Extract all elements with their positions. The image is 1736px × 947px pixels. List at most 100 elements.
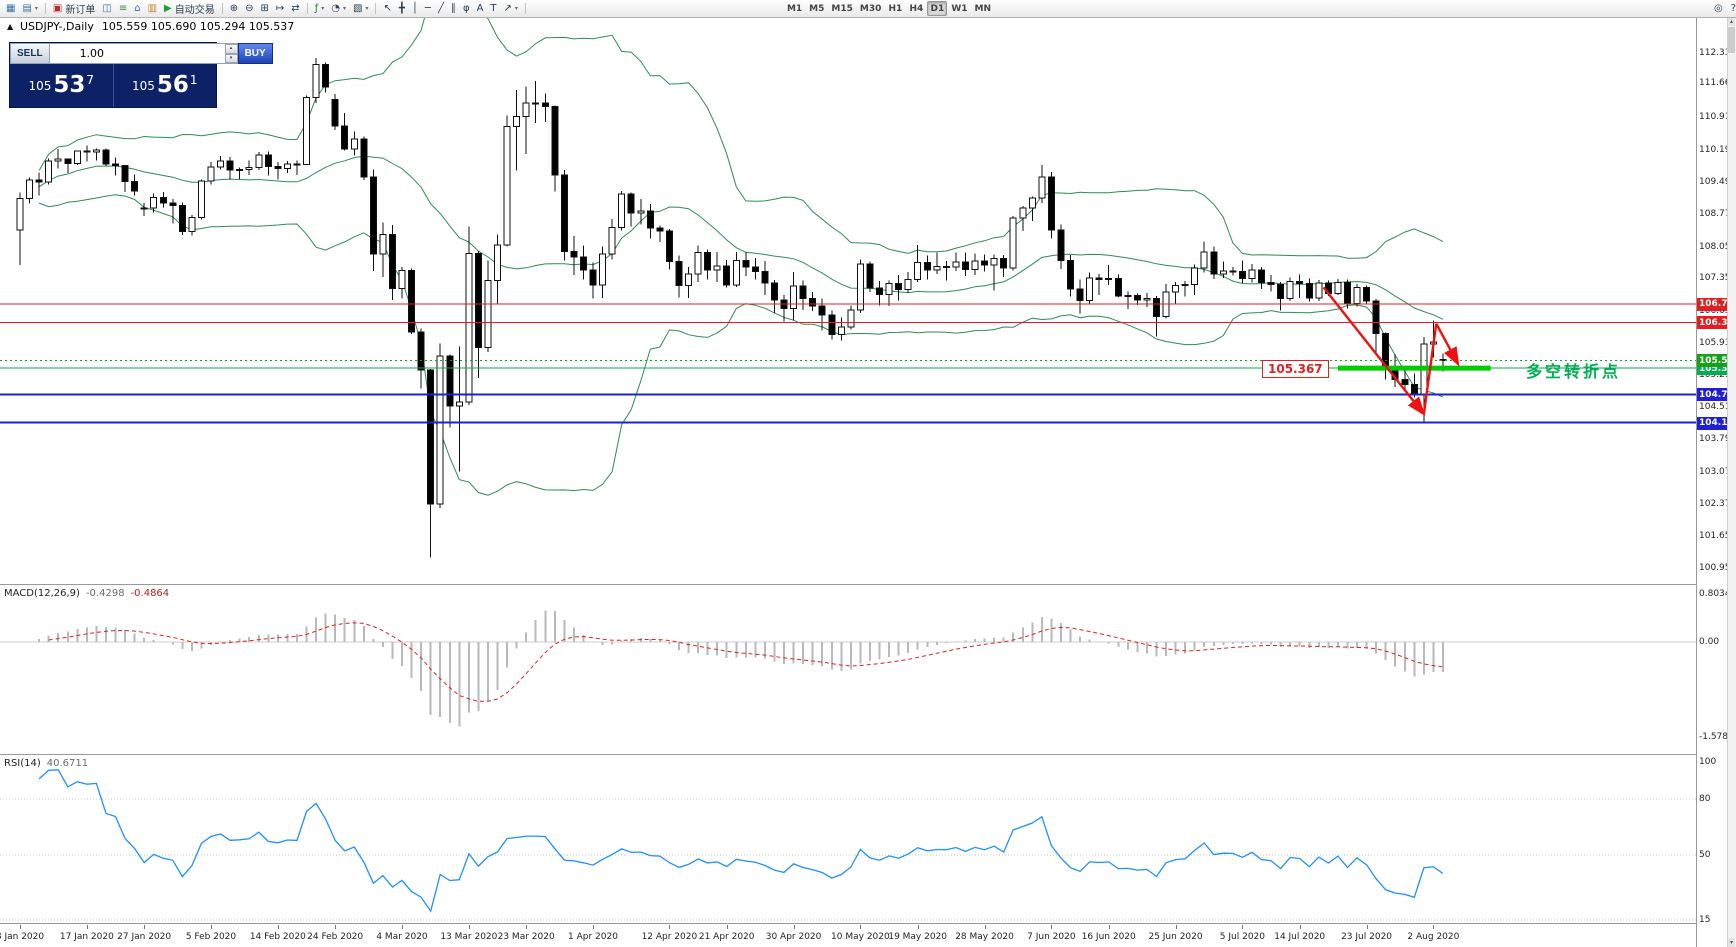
main-chart[interactable] bbox=[0, 17, 1696, 584]
timeframe-h1-button[interactable]: H1 bbox=[885, 1, 905, 16]
date-axis[interactable]: 8 Jan 2020 17 Jan 2020 27 Jan 2020 5 Feb 20… bbox=[0, 925, 1696, 947]
date-tick bbox=[335, 925, 337, 929]
timeframe-h4-button[interactable]: H4 bbox=[906, 1, 926, 16]
horizontal-line-button[interactable]: ─ bbox=[422, 1, 434, 16]
oneclick-collapse-toggle[interactable]: ▲ bbox=[7, 22, 14, 31]
search-icon: ◎ bbox=[1713, 2, 1723, 14]
date-tick-label: 14 Feb 2020 bbox=[249, 932, 306, 942]
buy-price-prefix: 105 bbox=[131, 78, 155, 93]
channel-button[interactable]: ∥ bbox=[448, 1, 459, 16]
label-button[interactable]: T bbox=[487, 1, 499, 16]
profiles-button[interactable]: ▤ ▾ bbox=[19, 1, 40, 16]
arrows-button[interactable]: ↗ ▾ bbox=[501, 1, 521, 16]
date-tick-label: 8 Jan 2020 bbox=[0, 932, 45, 942]
trendline-button[interactable]: ╱ bbox=[435, 1, 447, 16]
timeframe-mn-button[interactable]: MN bbox=[972, 1, 995, 16]
toolbar-separator bbox=[221, 3, 223, 14]
rsi-tick-label: 100 bbox=[1699, 757, 1717, 767]
price-axis[interactable]: 112.330 111.660 110.910 110.190 109.490 108.7… bbox=[1696, 17, 1729, 947]
date-tick-label: 28 May 2020 bbox=[955, 932, 1014, 942]
fibonacci-icon: φ bbox=[462, 2, 470, 14]
date-tick-label: 30 Apr 2020 bbox=[765, 932, 822, 942]
annotations-layer[interactable] bbox=[1322, 286, 1491, 417]
zoom-in-button[interactable]: ⊕ bbox=[227, 1, 241, 16]
date-tick bbox=[669, 925, 671, 929]
date-tick bbox=[1051, 925, 1053, 929]
new-order-button[interactable]: ▣ 新订单 bbox=[50, 1, 98, 16]
timeframe-m15-button[interactable]: M15 bbox=[828, 1, 855, 16]
rsi-panel[interactable] bbox=[0, 756, 1696, 923]
panel-separator[interactable] bbox=[0, 754, 1728, 757]
date-tick-label: 5 Jul 2020 bbox=[1219, 932, 1265, 942]
price-tick-label: 110.190 bbox=[1699, 144, 1729, 155]
periods-button[interactable]: ◔ ▾ bbox=[328, 1, 349, 16]
tile-windows-button[interactable]: ⊞ bbox=[258, 1, 272, 16]
scroll-down-icon[interactable]: ▾ bbox=[1728, 938, 1735, 947]
navigator-button[interactable]: ⌂ bbox=[131, 1, 143, 16]
zoom-out-button[interactable]: ⊖ bbox=[242, 1, 256, 16]
timeframe-w1-button[interactable]: W1 bbox=[948, 1, 970, 16]
price-tick-label: 108.770 bbox=[1699, 209, 1729, 220]
scrollbar[interactable]: ▴ ▾ bbox=[1727, 17, 1736, 947]
annotation-note[interactable]: 多空转折点 bbox=[1526, 362, 1622, 381]
macd-panel[interactable] bbox=[0, 586, 1696, 754]
volume-spinner: ▴ ▾ bbox=[224, 44, 238, 63]
timeframe-m1-button[interactable]: M1 bbox=[784, 1, 805, 16]
price-callout[interactable]: 105.367 bbox=[1262, 360, 1329, 378]
trend-arrow-2 bbox=[1422, 323, 1438, 415]
price-tick-label: 103.790 bbox=[1699, 434, 1729, 445]
search-button[interactable]: ◎ bbox=[1711, 1, 1726, 16]
macd-name: MACD(12,26,9) bbox=[4, 588, 80, 599]
cursor-icon: ↖ bbox=[383, 2, 392, 14]
volume-down-button[interactable]: ▾ bbox=[224, 53, 238, 63]
text-button[interactable]: A bbox=[474, 1, 487, 16]
toolbar-separator bbox=[44, 3, 46, 14]
trade-panel-prices: 105 53 7 105 56 1 bbox=[10, 64, 216, 107]
chart-shift-button[interactable]: ⇄ bbox=[288, 1, 302, 16]
cursor-button[interactable]: ↖ bbox=[380, 1, 394, 16]
templates-button[interactable]: ▧ ▾ bbox=[350, 1, 371, 16]
buy-button[interactable]: BUY bbox=[237, 43, 273, 64]
new-order-icon: ▣ bbox=[52, 2, 63, 14]
volume-input[interactable] bbox=[49, 44, 225, 63]
periods-icon: ◔ bbox=[331, 2, 340, 14]
date-tick-label: 16 Jun 2020 bbox=[1081, 932, 1136, 942]
autotrading-button[interactable]: ▶ 自动交易 bbox=[161, 1, 218, 16]
macd-tick-label: 0.00 bbox=[1699, 637, 1720, 647]
sell-button[interactable]: SELL bbox=[10, 43, 50, 64]
date-tick bbox=[402, 925, 403, 929]
auto-scroll-button[interactable]: ↦ bbox=[273, 1, 287, 16]
volume-up-button[interactable]: ▴ bbox=[224, 44, 238, 54]
indicators-button[interactable]: ƒ ▾ bbox=[312, 1, 328, 16]
price-level-box: 104.785 bbox=[1697, 388, 1729, 402]
timeframe-m5-button[interactable]: M5 bbox=[806, 1, 827, 16]
terminal-button[interactable]: ▥ bbox=[145, 1, 160, 16]
date-tick-label: 23 Jul 2020 bbox=[1341, 932, 1393, 942]
levels-layer[interactable] bbox=[0, 303, 1696, 424]
macd-tick-label: 0.8034 bbox=[1699, 588, 1729, 599]
scroll-up-icon[interactable]: ▴ bbox=[1728, 17, 1735, 26]
date-tick-label: 13 Mar 2020 bbox=[440, 932, 498, 942]
vertical-line-button[interactable]: │ bbox=[409, 1, 421, 16]
date-tick bbox=[1242, 925, 1244, 929]
panel-separator[interactable] bbox=[0, 584, 1728, 587]
price-level-box: 104.161 bbox=[1697, 416, 1729, 430]
fibonacci-button[interactable]: φ bbox=[460, 1, 473, 16]
timeframe-d1-button[interactable]: D1 bbox=[927, 1, 948, 16]
buy-price[interactable]: 105 56 1 bbox=[114, 64, 217, 107]
price-tick-label: 104.510 bbox=[1699, 401, 1729, 412]
scroll-thumb[interactable] bbox=[1728, 27, 1735, 53]
price-tick-label: 106.630 bbox=[1699, 305, 1729, 316]
timeframe-m30-button[interactable]: M30 bbox=[857, 1, 884, 16]
sell-price[interactable]: 105 53 7 bbox=[10, 64, 114, 107]
chevron-down-icon: ▾ bbox=[514, 5, 518, 12]
help-button[interactable]: ? bbox=[1728, 1, 1736, 16]
chart-window-button[interactable]: ◫ bbox=[99, 1, 114, 16]
date-tick bbox=[793, 925, 795, 929]
price-tick-label: 112.330 bbox=[1699, 48, 1729, 58]
indicators-icon: ƒ bbox=[314, 2, 319, 14]
crosshair-button[interactable]: ╋ bbox=[396, 1, 408, 16]
date-tick-label: 17 Jan 2020 bbox=[59, 932, 114, 942]
new-chart-button[interactable]: ▦ bbox=[3, 1, 18, 16]
market-watch-button[interactable]: ≡ bbox=[116, 1, 130, 16]
